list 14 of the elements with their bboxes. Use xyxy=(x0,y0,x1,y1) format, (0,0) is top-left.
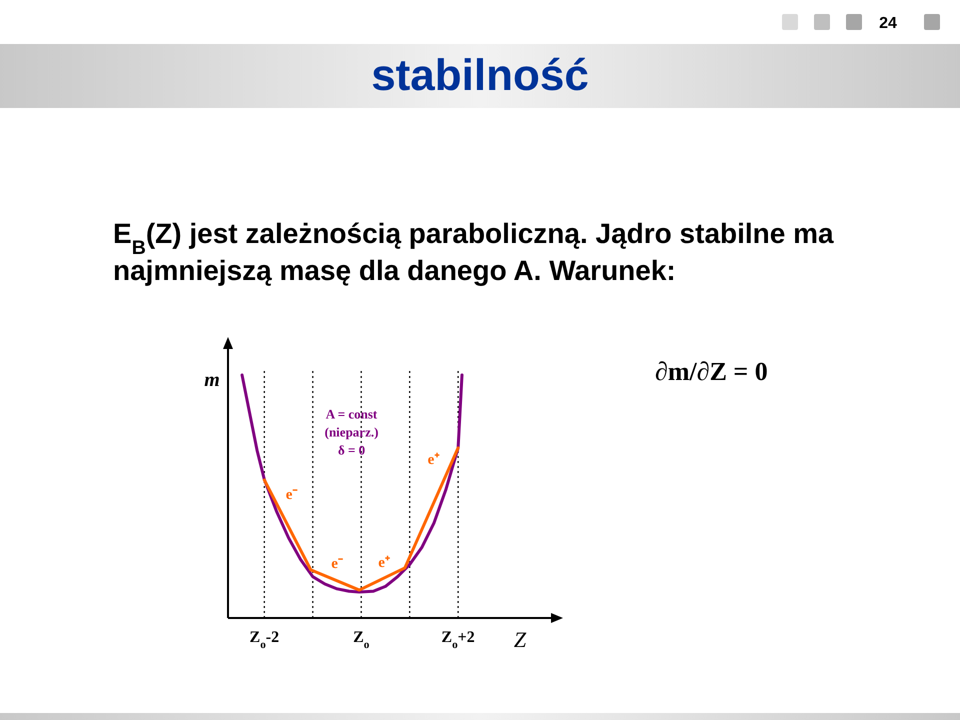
x-tick-label: Z$_{o}$ xyxy=(353,629,370,651)
annotation: A = const (nieparz.) δ = 0 xyxy=(324,406,378,458)
annotation: e⁺ xyxy=(428,452,440,468)
x-tick-label: Z$_{o}$+2 xyxy=(441,629,475,651)
chart-title: stabilność xyxy=(371,51,589,100)
x-tick-label: Z$_{o}$-2 xyxy=(250,629,280,651)
x-axis-title: Z xyxy=(514,627,527,652)
chart-subtitle: E$_{B}$(Z) jest zależnością paraboliczną. Jądro stabilne ma najmniejszą masę dla danego A. Warunek: xyxy=(113,218,834,286)
text: 24 xyxy=(879,15,897,32)
annotation: e⁻ xyxy=(331,556,343,572)
annotation: e⁺ xyxy=(378,555,390,571)
text: ∂m/∂Z = 0 xyxy=(655,357,768,386)
y-axis-title: m xyxy=(204,369,220,391)
annotation: e⁻ xyxy=(286,486,298,503)
